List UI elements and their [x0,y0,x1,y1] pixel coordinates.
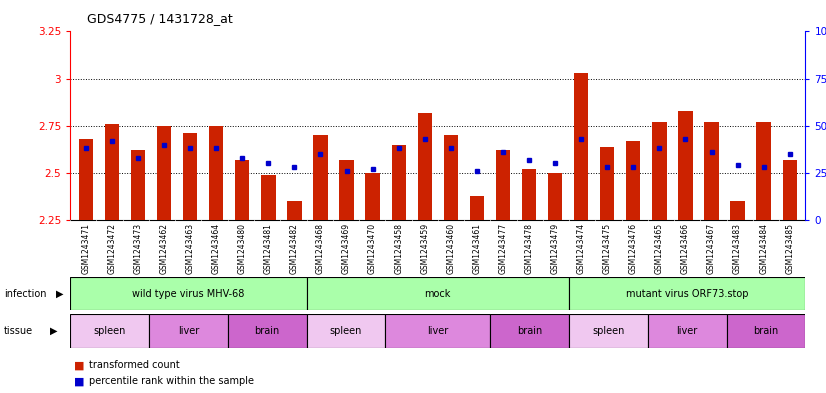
Bar [522,169,536,220]
Text: liver: liver [427,326,449,336]
Text: ▶: ▶ [56,289,64,299]
Bar [548,173,563,220]
Text: brain: brain [254,326,280,336]
Bar [339,160,354,220]
Bar [78,139,93,220]
Bar [444,135,458,220]
Bar [569,277,805,310]
Text: tissue: tissue [4,326,33,336]
Bar [287,201,301,220]
Bar [183,133,197,220]
Text: brain: brain [517,326,543,336]
Bar [392,145,406,220]
Text: brain: brain [753,326,779,336]
Text: spleen: spleen [330,326,362,336]
Bar [149,314,228,348]
Bar [705,122,719,220]
Text: mutant virus ORF73.stop: mutant virus ORF73.stop [626,289,748,299]
Text: liver: liver [676,326,698,336]
Text: wild type virus MHV-68: wild type virus MHV-68 [132,289,244,299]
Bar [313,135,328,220]
Bar [131,150,145,220]
Bar [306,277,569,310]
Text: spleen: spleen [592,326,624,336]
Bar [648,314,727,348]
Bar [105,124,119,220]
Bar [470,196,484,220]
Bar [491,314,569,348]
Bar [653,122,667,220]
Bar [418,112,432,220]
Bar [574,73,588,220]
Text: percentile rank within the sample: percentile rank within the sample [89,376,254,386]
Bar [306,314,385,348]
Bar [365,173,380,220]
Text: ■: ■ [74,376,85,386]
Bar [678,111,693,220]
Bar [600,147,615,220]
Bar [209,126,223,220]
Text: transformed count: transformed count [89,360,180,371]
Text: infection: infection [4,289,46,299]
Bar [496,150,510,220]
Bar [235,160,249,220]
Bar [228,314,306,348]
Text: ▶: ▶ [50,326,58,336]
Bar [70,277,306,310]
Bar [730,201,745,220]
Text: spleen: spleen [93,326,126,336]
Bar [626,141,640,220]
Bar [727,314,805,348]
Bar [757,122,771,220]
Text: liver: liver [178,326,199,336]
Bar [569,314,648,348]
Text: mock: mock [425,289,451,299]
Bar [261,175,276,220]
Bar [70,314,149,348]
Text: GDS4775 / 1431728_at: GDS4775 / 1431728_at [87,12,232,25]
Bar [385,314,491,348]
Bar [157,126,171,220]
Text: ■: ■ [74,360,85,371]
Bar [782,160,797,220]
